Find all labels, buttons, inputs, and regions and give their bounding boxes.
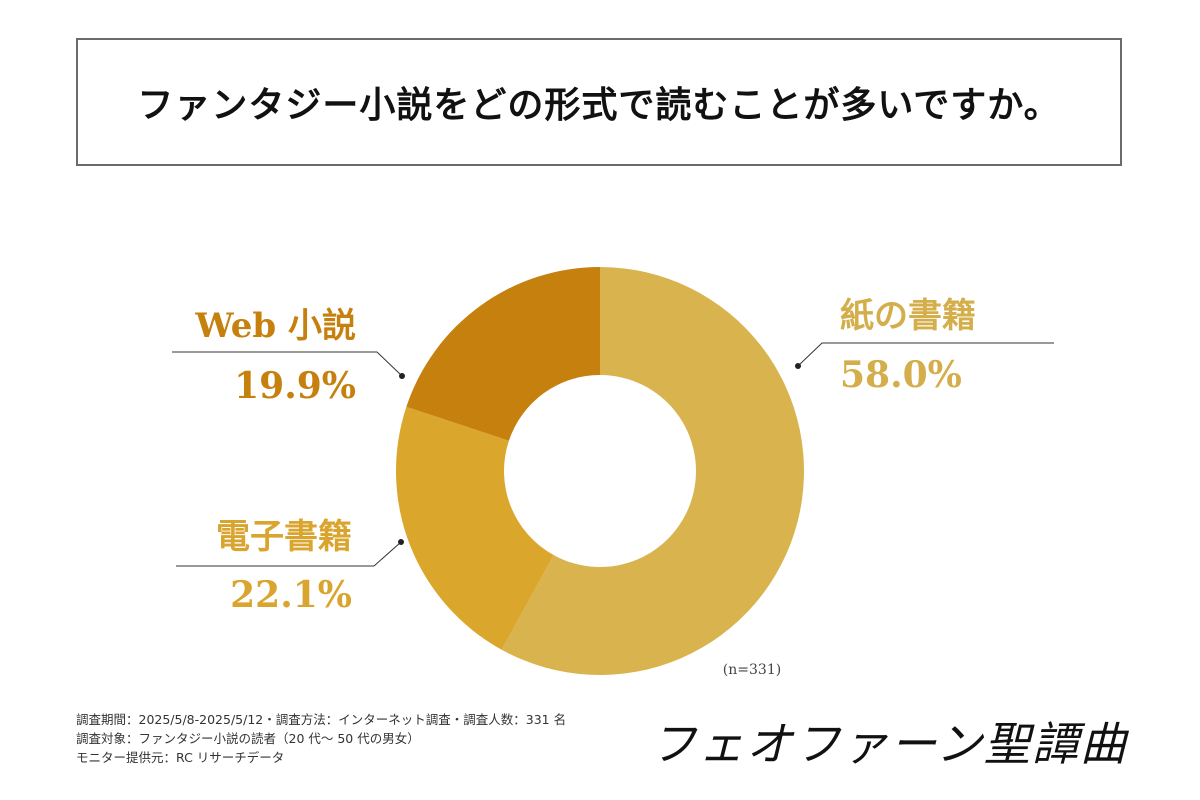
survey-target-note: 調査対象：ファンタジー小説の読者（20 代～ 50 代の男女） [76, 729, 566, 748]
survey-provider-note: モニター提供元：RC リサーチデータ [76, 748, 566, 767]
slice-label: 電子書籍 [216, 517, 352, 557]
survey-notes: 調査期間：2025/5/8-2025/5/12・調査方法：インターネット調査・調… [76, 710, 566, 767]
leader-dot [399, 373, 405, 379]
leader-dot [398, 539, 404, 545]
donut-slice [406, 267, 600, 441]
leader-dot [795, 363, 801, 369]
slice-value-label: 22.1% [230, 574, 352, 616]
brand-logo-text: フェオファーン聖譚曲 [650, 708, 1128, 774]
sample-size-label: (n=331) [723, 662, 781, 678]
slice-label: Web 小説 [194, 306, 356, 346]
survey-period-note: 調査期間：2025/5/8-2025/5/12・調査方法：インターネット調査・調… [76, 710, 566, 729]
donut-chart: 紙の書籍 58.0% 電子書籍 22.1% Web 小説 19.9% (n=331) [0, 0, 1200, 800]
slice-label: 紙の書籍 [840, 296, 976, 336]
slice-value-label: 58.0% [840, 354, 962, 396]
slice-value-label: 19.9% [234, 365, 356, 407]
